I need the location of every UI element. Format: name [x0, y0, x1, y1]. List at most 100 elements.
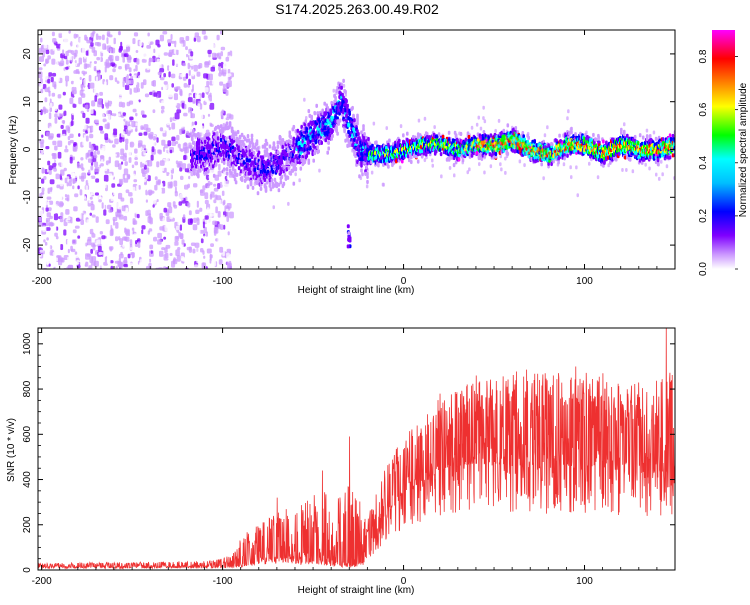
- noise-cell: [79, 76, 82, 80]
- noise-cell: [135, 64, 138, 72]
- noise-cell: [67, 160, 70, 165]
- noise-cell: [85, 135, 89, 142]
- ridge-cell: [250, 133, 254, 138]
- noise-cell: [60, 244, 64, 251]
- noise-cell: [159, 250, 164, 257]
- ridge-cell: [475, 150, 479, 155]
- noise-cell: [57, 222, 61, 229]
- noise-cell: [105, 219, 110, 225]
- noise-cell: [114, 77, 118, 82]
- noise-cell: [197, 103, 201, 109]
- noise-cell: [82, 247, 87, 252]
- noise-cell: [65, 66, 69, 70]
- noise-cell: [163, 81, 168, 85]
- noise-cell: [77, 122, 82, 128]
- noise-cell: [139, 259, 144, 263]
- noise-cell: [168, 206, 173, 214]
- ridge-cell: [318, 120, 321, 125]
- scatter-cell: [333, 146, 337, 151]
- noise-cell: [206, 258, 210, 262]
- noise-cell: [104, 123, 110, 129]
- ridge-cell: [261, 144, 265, 149]
- ridge-cell: [281, 138, 285, 143]
- noise-cell: [49, 179, 55, 185]
- noise-cell: [56, 43, 61, 49]
- ridge-cell: [360, 130, 363, 135]
- noise-cell: [102, 118, 107, 123]
- scatter-cell: [524, 159, 528, 164]
- ridge-cell: [282, 181, 286, 186]
- noise-cell: [147, 104, 151, 109]
- noise-cell: [154, 64, 159, 68]
- noise-cell: [214, 194, 218, 200]
- noise-cell: [184, 168, 190, 173]
- noise-cell: [111, 183, 116, 188]
- noise-cell: [188, 175, 191, 180]
- noise-cell: [47, 44, 53, 50]
- scatter-cell: [631, 169, 635, 174]
- noise-cell: [200, 42, 203, 46]
- noise-cell: [110, 254, 115, 261]
- noise-cell: [204, 61, 209, 66]
- noise-cell: [175, 225, 180, 231]
- ridge-cell: [248, 158, 252, 163]
- noise-cell: [87, 128, 90, 133]
- ridge-cell: [407, 154, 410, 159]
- noise-cell: [142, 232, 146, 238]
- noise-cell: [92, 226, 97, 233]
- noise-cell: [161, 139, 166, 146]
- noise-cell: [131, 164, 135, 169]
- noise-cell: [62, 91, 66, 96]
- noise-cell: [173, 259, 176, 264]
- noise-cell: [52, 251, 56, 256]
- ridge-cell: [277, 188, 281, 193]
- ridge-cell: [265, 180, 269, 185]
- ridge-cell: [326, 107, 329, 112]
- noise-cell: [163, 266, 167, 269]
- ridge-cell: [240, 176, 244, 181]
- noise-cell: [128, 79, 134, 85]
- scatter-cell: [433, 125, 436, 130]
- noise-cell: [144, 56, 149, 60]
- noise-cell: [213, 248, 219, 255]
- noise-cell: [126, 78, 129, 86]
- noise-cell: [93, 154, 98, 159]
- ridge-cell: [356, 121, 359, 126]
- noise-cell: [103, 174, 109, 182]
- noise-cell: [150, 154, 154, 161]
- noise-cell: [208, 265, 213, 269]
- noise-cell: [91, 46, 96, 53]
- noise-cell: [110, 265, 114, 269]
- noise-cell: [177, 219, 181, 226]
- ridge-cell: [275, 181, 279, 187]
- noise-cell: [132, 193, 135, 199]
- noise-cell: [109, 75, 114, 81]
- noise-cell: [149, 217, 153, 225]
- noise-cell: [135, 112, 138, 117]
- noise-cell: [103, 261, 108, 266]
- noise-cell: [156, 199, 159, 203]
- noise-cell: [175, 249, 180, 257]
- scatter-cell: [423, 116, 427, 121]
- noise-cell: [106, 257, 111, 265]
- noise-cell: [147, 32, 150, 37]
- noise-cell: [94, 234, 99, 239]
- ridge-cell: [420, 149, 424, 154]
- noise-cell: [45, 258, 49, 262]
- noise-cell: [165, 244, 171, 249]
- noise-cell: [190, 113, 195, 119]
- noise-cell: [168, 93, 173, 98]
- noise-cell: [209, 226, 213, 232]
- noise-cell: [146, 66, 150, 70]
- ridge-cell: [328, 133, 331, 138]
- noise-cell: [153, 168, 158, 176]
- noise-cell: [57, 243, 61, 250]
- noise-cell: [152, 200, 157, 204]
- noise-cell: [194, 32, 199, 38]
- noise-cell: [53, 98, 57, 104]
- noise-cell: [213, 199, 217, 204]
- noise-cell: [39, 221, 43, 227]
- noise-cell: [85, 130, 89, 134]
- ridge-cell: [438, 147, 442, 152]
- noise-cell: [60, 169, 65, 176]
